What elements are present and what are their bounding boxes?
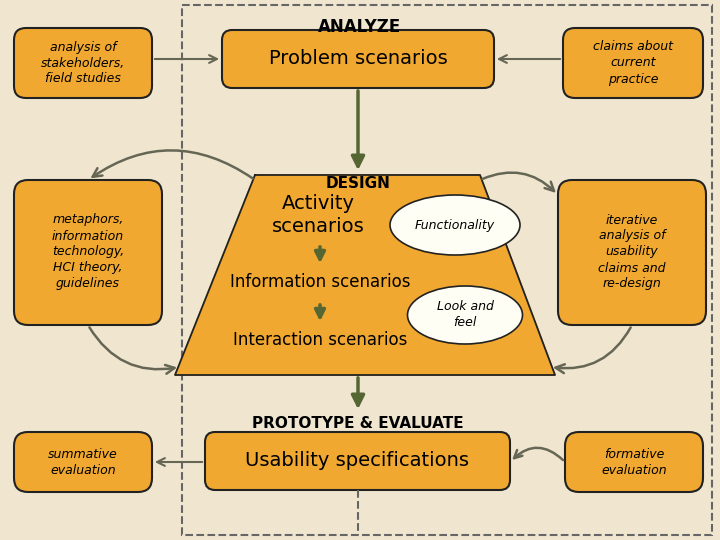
Ellipse shape <box>408 286 523 344</box>
FancyBboxPatch shape <box>14 28 152 98</box>
Text: DESIGN: DESIGN <box>325 176 390 191</box>
Text: PROTOTYPE & EVALUATE: PROTOTYPE & EVALUATE <box>252 416 464 431</box>
FancyBboxPatch shape <box>14 432 152 492</box>
Text: claims about
current
practice: claims about current practice <box>593 40 673 85</box>
Text: Information scenarios: Information scenarios <box>230 273 410 291</box>
Text: metaphors,
information
technology,
HCI theory,
guidelines: metaphors, information technology, HCI t… <box>52 213 124 291</box>
Polygon shape <box>175 175 555 375</box>
Text: ANALYZE: ANALYZE <box>318 18 402 36</box>
Text: Interaction scenarios: Interaction scenarios <box>233 331 408 349</box>
Text: summative
evaluation: summative evaluation <box>48 448 118 476</box>
Text: Activity
scenarios: Activity scenarios <box>271 194 364 237</box>
FancyBboxPatch shape <box>565 432 703 492</box>
Ellipse shape <box>390 195 520 255</box>
Text: analysis of
stakeholders,
field studies: analysis of stakeholders, field studies <box>41 40 125 85</box>
FancyBboxPatch shape <box>205 432 510 490</box>
FancyBboxPatch shape <box>563 28 703 98</box>
Text: Usability specifications: Usability specifications <box>245 451 469 470</box>
Text: iterative
analysis of
usability
claims and
re-design: iterative analysis of usability claims a… <box>598 213 666 291</box>
Text: Look and
feel: Look and feel <box>436 300 493 329</box>
FancyBboxPatch shape <box>222 30 494 88</box>
Text: formative
evaluation: formative evaluation <box>601 448 667 476</box>
Bar <box>182 5 712 535</box>
Text: Problem scenarios: Problem scenarios <box>269 50 447 69</box>
Text: Functionality: Functionality <box>415 219 495 232</box>
FancyBboxPatch shape <box>558 180 706 325</box>
FancyBboxPatch shape <box>14 180 162 325</box>
